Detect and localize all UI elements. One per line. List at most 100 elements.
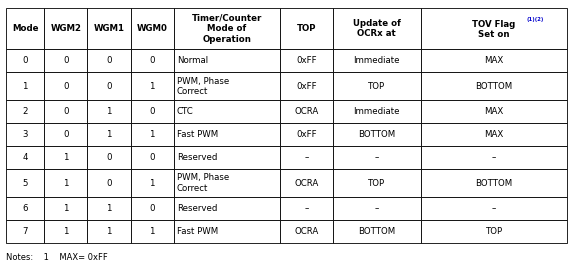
Bar <box>6 8 44 49</box>
Bar <box>87 123 131 146</box>
Text: Timer/Counter
Mode of
Operation: Timer/Counter Mode of Operation <box>192 14 262 44</box>
Bar <box>421 146 567 169</box>
Text: Fast PWM: Fast PWM <box>176 227 218 236</box>
Bar <box>6 197 44 220</box>
Bar <box>174 169 280 197</box>
Text: 1: 1 <box>150 130 155 139</box>
Text: CTC: CTC <box>176 107 194 117</box>
Bar <box>44 146 87 169</box>
Text: WGM0: WGM0 <box>137 24 167 33</box>
Text: Normal: Normal <box>176 56 208 65</box>
Bar <box>332 123 421 146</box>
Text: 1: 1 <box>106 130 112 139</box>
Text: –: – <box>375 153 379 162</box>
Bar <box>87 8 131 49</box>
Bar <box>421 101 567 123</box>
Text: –: – <box>375 204 379 213</box>
Text: TOP: TOP <box>297 24 316 33</box>
Bar <box>87 72 131 101</box>
Bar <box>421 49 567 72</box>
Bar <box>332 72 421 101</box>
Text: 2: 2 <box>22 107 28 117</box>
Bar <box>131 197 174 220</box>
Text: 1: 1 <box>150 82 155 91</box>
Bar <box>421 123 567 146</box>
Bar <box>174 220 280 243</box>
Text: Fast PWM: Fast PWM <box>176 130 218 139</box>
Bar <box>131 72 174 101</box>
Text: 0: 0 <box>63 107 69 117</box>
Bar <box>280 101 332 123</box>
Text: 0: 0 <box>106 82 112 91</box>
Bar <box>280 197 332 220</box>
Bar <box>280 220 332 243</box>
Bar <box>332 146 421 169</box>
Bar <box>174 72 280 101</box>
Text: OCRA: OCRA <box>295 179 319 188</box>
Bar <box>421 169 567 197</box>
Text: –: – <box>492 204 496 213</box>
Text: TOP: TOP <box>485 227 503 236</box>
Bar <box>131 123 174 146</box>
Bar <box>174 197 280 220</box>
Bar <box>87 197 131 220</box>
Bar <box>332 101 421 123</box>
Bar <box>44 8 87 49</box>
Bar <box>44 123 87 146</box>
Text: BOTTOM: BOTTOM <box>476 82 513 91</box>
Bar <box>174 49 280 72</box>
Text: 0xFF: 0xFF <box>296 56 317 65</box>
Text: PWM, Phase
Correct: PWM, Phase Correct <box>176 173 229 193</box>
Text: BOTTOM: BOTTOM <box>358 227 395 236</box>
Text: 1: 1 <box>63 153 69 162</box>
Bar <box>280 146 332 169</box>
Bar <box>6 123 44 146</box>
Text: 0: 0 <box>106 179 112 188</box>
Bar <box>44 220 87 243</box>
Text: BOTTOM: BOTTOM <box>476 179 513 188</box>
Bar <box>87 220 131 243</box>
Text: TOV Flag
Set on: TOV Flag Set on <box>473 20 516 39</box>
Bar <box>421 197 567 220</box>
Text: PWM, Phase
Correct: PWM, Phase Correct <box>176 77 229 96</box>
Bar <box>131 8 174 49</box>
Text: WGM2: WGM2 <box>50 24 81 33</box>
Text: 0: 0 <box>150 56 155 65</box>
Bar <box>87 146 131 169</box>
Bar <box>131 101 174 123</box>
Text: BOTTOM: BOTTOM <box>358 130 395 139</box>
Text: 4: 4 <box>22 153 28 162</box>
Text: 0: 0 <box>106 56 112 65</box>
Text: 1: 1 <box>63 227 69 236</box>
Text: 5: 5 <box>22 179 28 188</box>
Text: MAX: MAX <box>484 107 504 117</box>
Text: TOP: TOP <box>368 82 386 91</box>
Text: 0: 0 <box>22 56 28 65</box>
Bar <box>6 220 44 243</box>
Bar <box>174 123 280 146</box>
Bar <box>131 146 174 169</box>
Text: OCRA: OCRA <box>295 107 319 117</box>
Bar <box>280 123 332 146</box>
Bar <box>6 49 44 72</box>
Bar <box>332 220 421 243</box>
Bar <box>131 49 174 72</box>
Bar <box>44 72 87 101</box>
Text: –: – <box>492 153 496 162</box>
Text: 1: 1 <box>63 204 69 213</box>
Text: Immediate: Immediate <box>354 107 400 117</box>
Text: Reserved: Reserved <box>176 204 217 213</box>
Text: 1: 1 <box>106 227 112 236</box>
Bar <box>280 49 332 72</box>
Bar <box>421 72 567 101</box>
Bar <box>44 169 87 197</box>
Bar <box>131 220 174 243</box>
Text: 0: 0 <box>150 204 155 213</box>
Bar <box>87 49 131 72</box>
Text: 0xFF: 0xFF <box>296 130 317 139</box>
Bar <box>280 8 332 49</box>
Bar <box>332 49 421 72</box>
Text: 0xFF: 0xFF <box>296 82 317 91</box>
Text: WGM1: WGM1 <box>93 24 124 33</box>
Bar <box>280 72 332 101</box>
